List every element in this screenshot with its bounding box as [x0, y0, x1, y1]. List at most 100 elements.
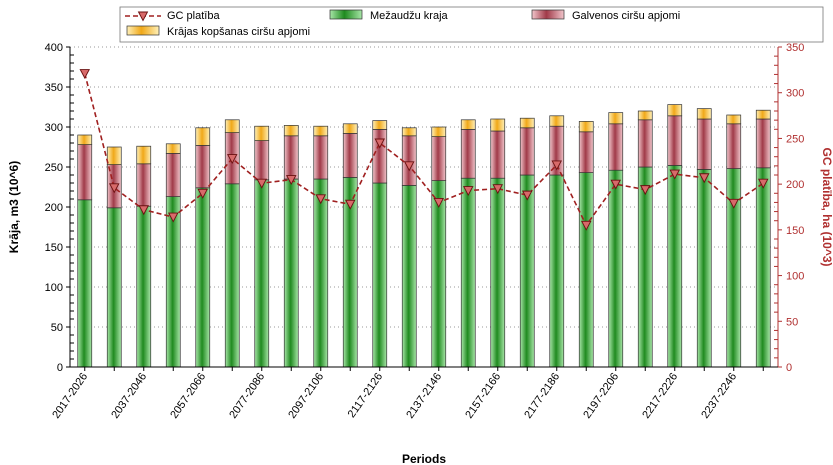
- bar-segment: [755, 167, 771, 368]
- bar-segment: [401, 135, 417, 186]
- gc-point: [699, 173, 710, 184]
- y2-axis-title: GC platība, ha (10^3): [820, 147, 833, 266]
- bar-segment: [136, 145, 152, 165]
- bar-segment: [578, 131, 594, 173]
- bar-segment: [431, 136, 447, 181]
- y2-tick-label: 150: [786, 225, 804, 237]
- bar-segment: [224, 183, 240, 368]
- bar-segment: [313, 135, 329, 180]
- bar-segment: [195, 187, 211, 368]
- bar-segment: [490, 177, 506, 368]
- bar-segment: [431, 126, 447, 137]
- bar-segment: [667, 115, 683, 166]
- bar-segment: [696, 118, 712, 170]
- bar-segment: [549, 115, 565, 127]
- gc-point: [79, 69, 90, 79]
- y2-tick-label: 50: [786, 316, 798, 328]
- bar-segment: [77, 144, 93, 201]
- bar-segment: [283, 178, 299, 368]
- gc-point: [492, 184, 503, 195]
- y2-tick-label: 100: [786, 271, 804, 283]
- legend-marker-gc: [137, 11, 149, 22]
- gc-point: [138, 205, 149, 216]
- gc-point: [433, 197, 444, 208]
- x-tick-label: 2077-2086: [227, 371, 267, 421]
- legend-box: [119, 6, 824, 43]
- x-tick-label: 2217-2226: [640, 371, 680, 421]
- bar-segment: [106, 207, 122, 368]
- gc-point: [374, 138, 385, 149]
- bar-segment: [608, 123, 624, 171]
- bar-segment: [431, 180, 447, 368]
- gc-point: [758, 178, 769, 189]
- bar-segment: [106, 146, 122, 165]
- y2-tick-label: 350: [786, 42, 804, 54]
- bar-segment: [342, 123, 358, 134]
- y-tick-label: 300: [45, 122, 63, 134]
- legend-label: Mežaudžu kraja: [370, 10, 449, 22]
- legend-swatch: [531, 9, 565, 20]
- gc-point: [640, 185, 651, 196]
- x-axis-title: Periods: [402, 452, 446, 465]
- gc-point: [256, 178, 267, 189]
- x-tick-label: 2037-2046: [109, 371, 149, 421]
- x-tick-label: 2177-2186: [522, 371, 562, 421]
- bar-segment: [77, 134, 93, 145]
- bar-segment: [254, 179, 270, 368]
- y-axis-title: Krāja, m3 (10^6): [7, 161, 21, 253]
- bar-segment: [726, 114, 742, 125]
- bar-segment: [136, 163, 152, 207]
- bar-segment: [313, 178, 329, 368]
- bar-segment: [490, 118, 506, 132]
- y-tick-label: 200: [45, 202, 63, 214]
- gc-point: [345, 199, 356, 210]
- bar-segment: [608, 112, 624, 125]
- gc-point: [197, 188, 208, 199]
- legend-label: GC platība: [167, 10, 220, 22]
- y2-tick-label: 200: [786, 179, 804, 191]
- y2-tick-label: 250: [786, 133, 804, 145]
- legend-swatch: [126, 25, 160, 36]
- bars: [77, 104, 771, 368]
- gc-point: [404, 161, 415, 172]
- axes: 0 50 100 150 200 250 300 350 400 0 50 100 150 200 250 3…: [45, 42, 805, 421]
- bar-segment: [165, 153, 181, 197]
- bar-segment: [755, 118, 771, 169]
- bar-segment: [372, 120, 388, 130]
- x-tick-label: 2157-2166: [463, 371, 503, 421]
- gc-point: [669, 169, 680, 180]
- y-tick-label: 150: [45, 242, 63, 254]
- bar-segment: [254, 125, 270, 141]
- x-tick-label: 2017-2026: [50, 371, 90, 421]
- bar-segment: [313, 125, 329, 137]
- bar-segment: [342, 133, 358, 178]
- gc-line-path: [83, 73, 764, 227]
- y-tick-label: 0: [57, 362, 63, 374]
- y-tick-label: 50: [51, 322, 63, 334]
- bar-segment: [136, 205, 152, 368]
- bar-segment: [519, 127, 535, 176]
- bar-segment: [726, 123, 742, 169]
- bar-segment: [77, 199, 93, 368]
- y-tick-label: 400: [45, 42, 63, 54]
- legend-label: Krājas kopšanas ciršu apjomi: [167, 26, 310, 38]
- bar-segment: [460, 177, 476, 368]
- bar-segment: [637, 110, 653, 121]
- bar-segment: [696, 108, 712, 120]
- legend: GC platība Mežaudžu kraja Galvenos ciršu a…: [119, 6, 824, 43]
- bar-segment: [283, 125, 299, 137]
- gc-point: [168, 212, 179, 223]
- bar-segment: [667, 104, 683, 117]
- bar-segment: [549, 174, 565, 368]
- y-tick-label: 350: [45, 82, 63, 94]
- bar-segment: [254, 140, 270, 181]
- y2-tick-label: 0: [786, 362, 792, 374]
- bar-segment: [637, 119, 653, 168]
- gc-point: [522, 190, 533, 201]
- bar-segment: [519, 174, 535, 368]
- y2-tick-label: 300: [786, 88, 804, 100]
- x-tick-label: 2097-2106: [286, 371, 326, 421]
- gc-point: [315, 194, 326, 205]
- gc-point: [227, 154, 238, 165]
